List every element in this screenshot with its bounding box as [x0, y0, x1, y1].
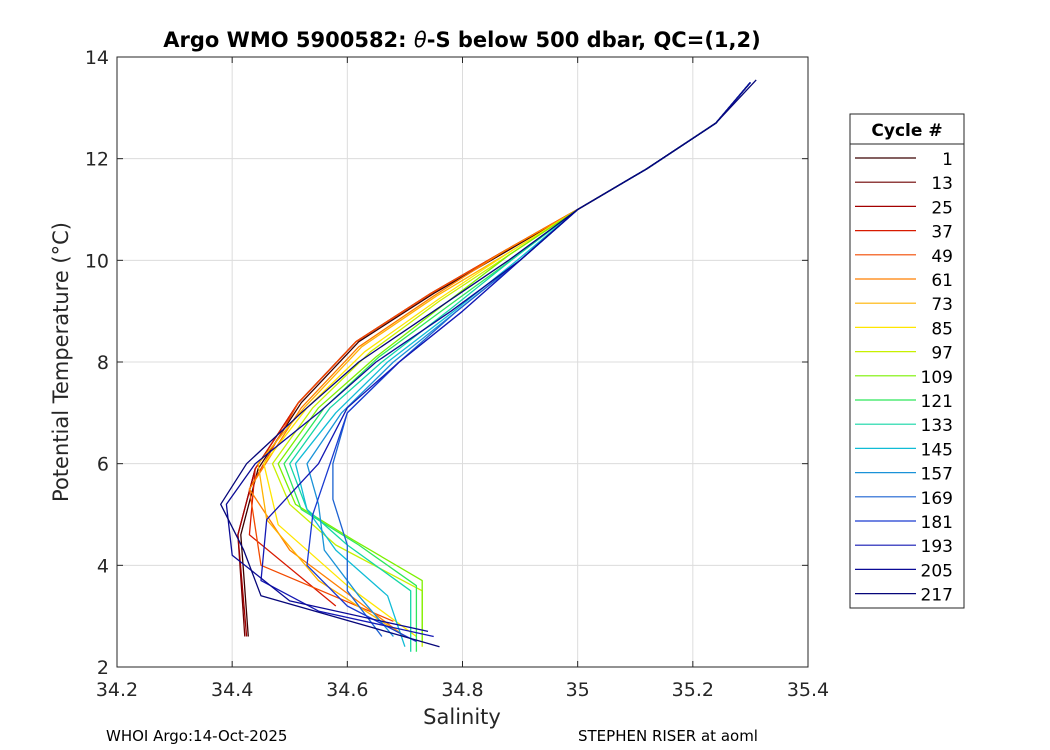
x-tick-label: 34.2 — [96, 679, 138, 701]
y-tick-label: 4 — [97, 555, 109, 577]
y-tick-label: 8 — [97, 352, 109, 374]
legend-label-49: 49 — [931, 247, 953, 267]
legend-label-169: 169 — [921, 489, 953, 509]
legend-box — [849, 113, 965, 609]
legend-label-13: 13 — [931, 174, 953, 194]
y-tick-label: 12 — [85, 149, 109, 171]
legend-label-25: 25 — [931, 198, 953, 218]
legend-label-217: 217 — [921, 586, 953, 606]
x-axis-label: Salinity — [423, 705, 501, 729]
y-tick-label: 2 — [97, 657, 109, 679]
series-lines — [220, 79, 757, 652]
footer-right: STEPHEN RISER at aoml — [578, 727, 758, 745]
legend-label-121: 121 — [921, 392, 953, 412]
legend-label-193: 193 — [921, 537, 953, 557]
legend-label-61: 61 — [931, 271, 953, 291]
legend-label-205: 205 — [921, 561, 953, 581]
series-line-cycle-217 — [220, 79, 757, 648]
x-tick-label: 34.8 — [441, 679, 483, 701]
legend-entries: 1 13 25 37 49 61 73 85 97 109 121 133 145 157 169 181 19… — [855, 150, 953, 606]
legend-title: Cycle # — [871, 121, 942, 141]
legend-label-73: 73 — [931, 295, 953, 315]
legend-label-37: 37 — [931, 223, 953, 243]
grid — [117, 57, 808, 667]
y-tick-label: 14 — [85, 47, 109, 69]
x-tick-label: 35 — [566, 679, 590, 701]
legend-label-145: 145 — [921, 440, 953, 460]
x-tick-label: 35.4 — [787, 679, 829, 701]
legend-label-157: 157 — [921, 465, 953, 485]
x-tick-label: 35.2 — [672, 679, 714, 701]
footer-left: WHOI Argo:14-Oct-2025 — [106, 727, 287, 745]
legend-label-97: 97 — [931, 344, 953, 364]
ticks: 34.2 34.4 34.6 34.8 35 35.2 35.4 2 4 6 8 10 12 14 — [85, 47, 829, 701]
y-tick-label: 6 — [97, 454, 109, 476]
x-tick-label: 34.4 — [211, 679, 253, 701]
y-axis-label: Potential Temperature (°C) — [49, 222, 73, 502]
y-tick-label: 10 — [85, 250, 109, 272]
chart-title: Argo WMO 5900582: θ-S below 500 dbar, QC… — [163, 28, 760, 52]
legend-label-181: 181 — [921, 513, 953, 533]
x-tick-label: 34.6 — [326, 679, 368, 701]
legend-label-109: 109 — [921, 368, 953, 388]
legend-label-1: 1 — [942, 150, 953, 170]
legend-label-85: 85 — [931, 319, 953, 339]
legend: Cycle # 1 13 25 37 49 61 73 85 97 109 121 133 145 157… — [849, 113, 965, 609]
legend-label-133: 133 — [921, 416, 953, 436]
